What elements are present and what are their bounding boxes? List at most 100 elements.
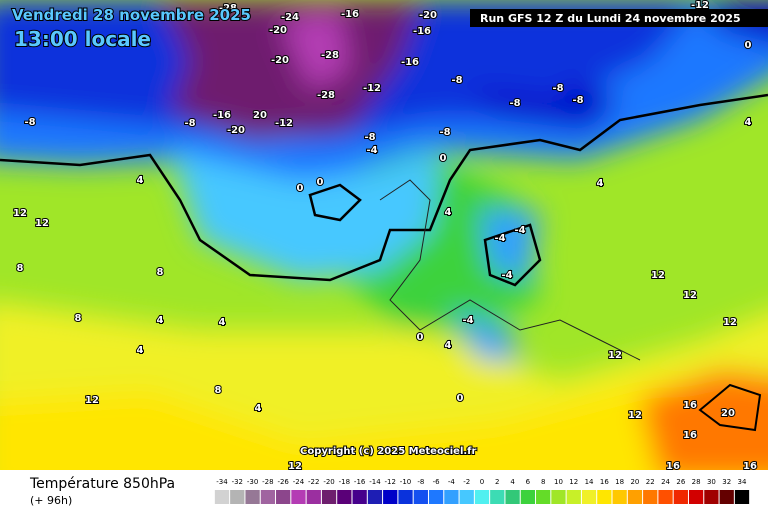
map-label: 4 <box>445 340 452 351</box>
map-label: 12 <box>628 410 642 421</box>
scale-tick-label: -32 <box>232 478 243 486</box>
color-scale: -34 -32 -30 -28 -26 -24 -22 -20 -18 -16 -14 -12 -10-… <box>214 478 750 504</box>
scale-swatch <box>551 490 566 504</box>
scale-tick-label: 14 <box>585 478 594 486</box>
scale-swatch <box>643 490 658 504</box>
isotherm-line <box>0 93 768 282</box>
scale-tick-label: -34 <box>216 478 228 486</box>
map-labels: -28 -24 -16 -20 -16 -20 -28 -20 -16 -12 -8 -8 -8 -8 -2… <box>12 0 758 472</box>
scale-swatch <box>230 490 245 504</box>
map-label: -16 <box>413 26 431 37</box>
map-label: -12 <box>275 118 293 129</box>
map-label: 20 <box>253 110 267 121</box>
scale-tick-label: -10 <box>400 478 411 486</box>
scale-swatch <box>520 490 536 504</box>
scale-swatch <box>444 490 459 504</box>
scale-swatch <box>352 490 367 504</box>
map-label: 8 <box>215 385 222 396</box>
scale-swatch <box>688 490 704 504</box>
map-label: -8 <box>572 95 583 106</box>
scale-tick-label: 26 <box>676 478 685 486</box>
map-label: -16 <box>213 110 231 121</box>
scale-swatch <box>383 490 398 504</box>
map-label: 4 <box>445 207 452 218</box>
scale-swatch <box>398 490 413 504</box>
map-label: -12 <box>363 83 381 94</box>
map-label: -8 <box>451 75 462 86</box>
scale-swatch <box>719 490 734 504</box>
scale-swatch <box>612 490 627 504</box>
scale-tick-label: -24 <box>293 478 305 486</box>
map-label: 4 <box>255 403 262 414</box>
map-label: 12 <box>683 290 697 301</box>
scale-tick-label: 28 <box>692 478 701 486</box>
scale-tick-label: -28 <box>262 478 273 486</box>
scale-swatch <box>597 490 612 504</box>
map-label: 0 <box>745 40 752 51</box>
scale-tick-label: -14 <box>369 478 381 486</box>
map-label: 8 <box>157 267 164 278</box>
scale-swatch <box>413 490 428 504</box>
map-label: 8 <box>75 313 82 324</box>
scale-tick-label: 32 <box>722 478 731 486</box>
scale-swatch <box>658 490 673 504</box>
scale-swatch <box>459 490 474 504</box>
scale-tick-label: -4 <box>448 478 456 486</box>
footer-title: Température 850hPa <box>29 476 175 492</box>
scale-tick-label: 0 <box>480 478 484 486</box>
scale-tick-label: 16 <box>600 478 609 486</box>
scale-swatch <box>291 490 306 504</box>
scale-tick-label: 2 <box>495 478 499 486</box>
map-label: -8 <box>439 127 450 138</box>
map-label: -20 <box>227 125 245 136</box>
map-label: 0 <box>297 183 304 194</box>
scale-swatch <box>505 490 520 504</box>
map-label: 4 <box>137 175 144 186</box>
map-label: 4 <box>137 345 144 356</box>
scale-tick-label: 22 <box>646 478 655 486</box>
map-label: 4 <box>219 317 226 328</box>
date-title: Vendredi 28 novembre 2025 <box>12 6 251 24</box>
scale-tick-label: -8 <box>417 478 424 486</box>
map-label: -8 <box>509 98 520 109</box>
isotherm-line <box>308 183 362 222</box>
map-label: -4 <box>514 225 525 236</box>
map-label: -8 <box>364 132 375 143</box>
map-label: 20 <box>721 408 735 419</box>
scale-tick-label: -20 <box>323 478 334 486</box>
scale-tick-label: -22 <box>308 478 319 486</box>
map-label: 12 <box>35 218 49 229</box>
scale-swatch <box>566 490 581 504</box>
map-field: -28 -24 -16 -20 -16 -20 -28 -20 -16 -12 -8 -8 -8 -8 -2… <box>0 0 768 472</box>
scale-tick-label: -16 <box>354 478 366 486</box>
scale-swatch <box>627 490 643 504</box>
map-label: 4 <box>597 178 604 189</box>
scale-swatch <box>428 490 444 504</box>
isotherm-line <box>483 223 542 287</box>
scale-tick-label: -2 <box>463 478 470 486</box>
map-label: 4 <box>745 117 752 128</box>
map-label: -8 <box>552 83 563 94</box>
run-info: Run GFS 12 Z du Lundi 24 novembre 2025 <box>480 12 741 25</box>
scale-tick-label: 34 <box>738 478 747 486</box>
scale-tick-label: 6 <box>526 478 531 486</box>
scale-swatch <box>337 490 352 504</box>
map-label: 16 <box>666 461 680 472</box>
map-label: 0 <box>417 332 424 343</box>
map-label: -28 <box>317 90 335 101</box>
map-label: 12 <box>723 317 737 328</box>
scale-swatch <box>490 490 505 504</box>
scale-swatch <box>734 490 750 504</box>
scale-swatch <box>214 490 230 504</box>
scale-tick-label: -12 <box>385 478 396 486</box>
time-title: 13:00 locale <box>14 27 151 51</box>
map-label: 12 <box>651 270 665 281</box>
scale-swatch <box>581 490 597 504</box>
map-label: 8 <box>17 263 24 274</box>
scale-tick-label: 10 <box>554 478 563 486</box>
map-label: -28 <box>321 50 339 61</box>
scale-tick-label: 8 <box>541 478 545 486</box>
map-label: 16 <box>683 430 697 441</box>
map-label: 12 <box>13 208 27 219</box>
